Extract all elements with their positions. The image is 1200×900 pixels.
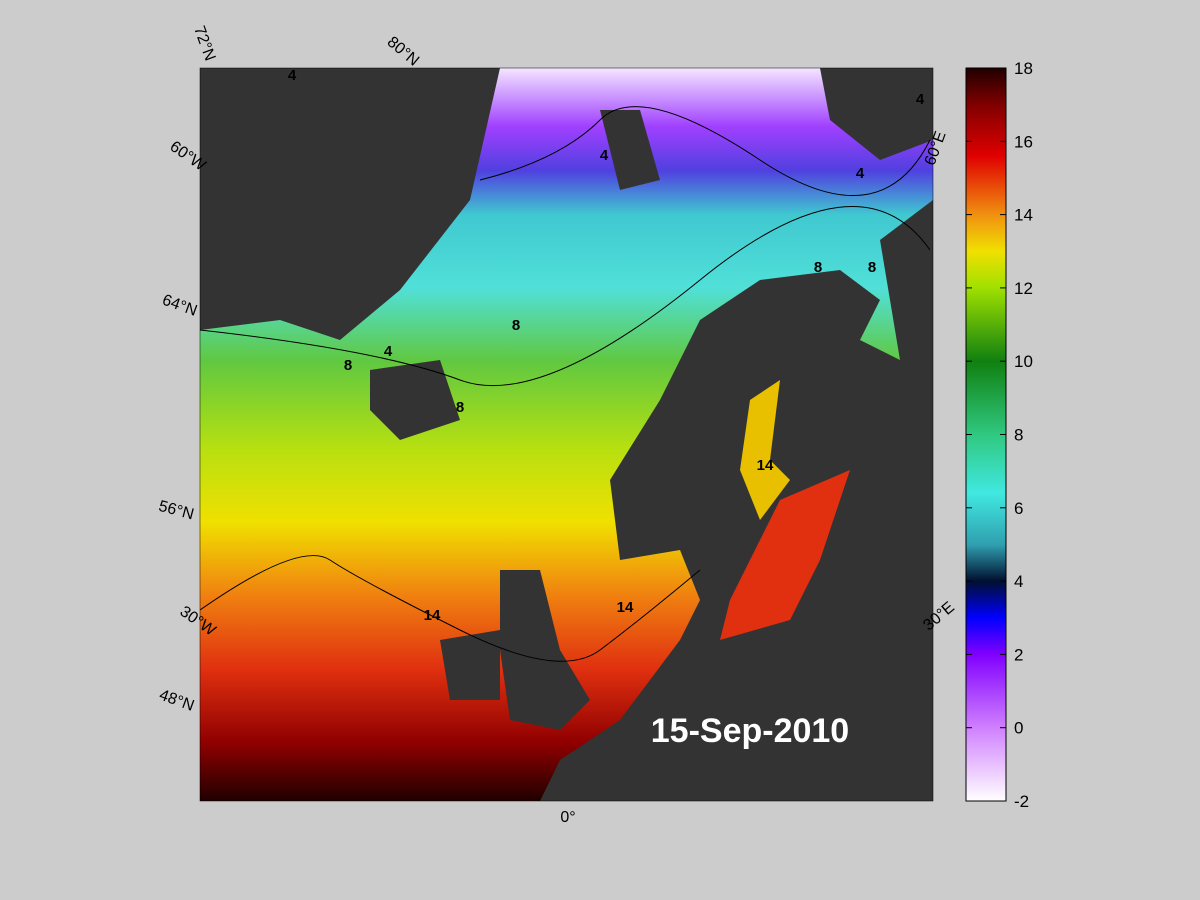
- colorbar-tick-label: 0: [1014, 719, 1023, 738]
- contour-label: 14: [424, 607, 441, 624]
- date-label: 15-Sep-2010: [651, 712, 849, 750]
- baltic-sea: [720, 470, 850, 640]
- colorbar-tick-label: 12: [1014, 279, 1033, 298]
- colorbar-tick-label: 4: [1014, 572, 1023, 591]
- grid-label: 48°N: [157, 687, 196, 715]
- contour-label: 4: [288, 67, 297, 84]
- grid-label: 56°N: [157, 498, 196, 524]
- colorbar-tick-label: -2: [1014, 792, 1029, 811]
- great-britain: [500, 570, 590, 730]
- grid-label: 0°: [560, 809, 575, 826]
- contour-8: [200, 206, 931, 387]
- grid-label: 72°N: [190, 24, 218, 63]
- grid-label: 80°N: [384, 34, 422, 70]
- greenland: [200, 68, 500, 340]
- colorbar-tick-label: 6: [1014, 499, 1023, 518]
- novaya-zemlya: [820, 68, 933, 160]
- colorbar-tick-label: 8: [1014, 426, 1023, 445]
- scandinavia-europe: [540, 200, 933, 801]
- colorbar-tick-label: 10: [1014, 352, 1033, 371]
- contour-label: 4: [916, 91, 925, 108]
- grid-label: 64°N: [160, 292, 199, 320]
- contour-14: [200, 555, 701, 662]
- map-frame: [199, 67, 934, 802]
- iceland: [370, 360, 460, 440]
- colorbar-tick-label: 16: [1014, 132, 1033, 151]
- colorbar-tick-label: 14: [1014, 206, 1033, 225]
- contour-label: 8: [512, 317, 520, 334]
- contour-label: 14: [617, 599, 634, 616]
- svalbard: [600, 110, 660, 190]
- colorbar: [965, 67, 1007, 802]
- contour-label: 4: [384, 343, 393, 360]
- contour-label: 14: [757, 457, 774, 474]
- colorbar-tick-label: 2: [1014, 645, 1023, 664]
- gulf-of-bothnia: [740, 380, 790, 520]
- contour-label: 8: [344, 357, 352, 374]
- ireland: [440, 630, 500, 700]
- map: [200, 68, 933, 801]
- contour-label: 4: [600, 147, 609, 164]
- contour-label: 8: [868, 259, 876, 276]
- contour-4: [479, 106, 931, 197]
- contour-label: 4: [856, 165, 865, 182]
- contour-label: 8: [814, 259, 822, 276]
- colorbar-tick-label: 18: [1014, 59, 1033, 78]
- contour-label: 8: [456, 399, 464, 416]
